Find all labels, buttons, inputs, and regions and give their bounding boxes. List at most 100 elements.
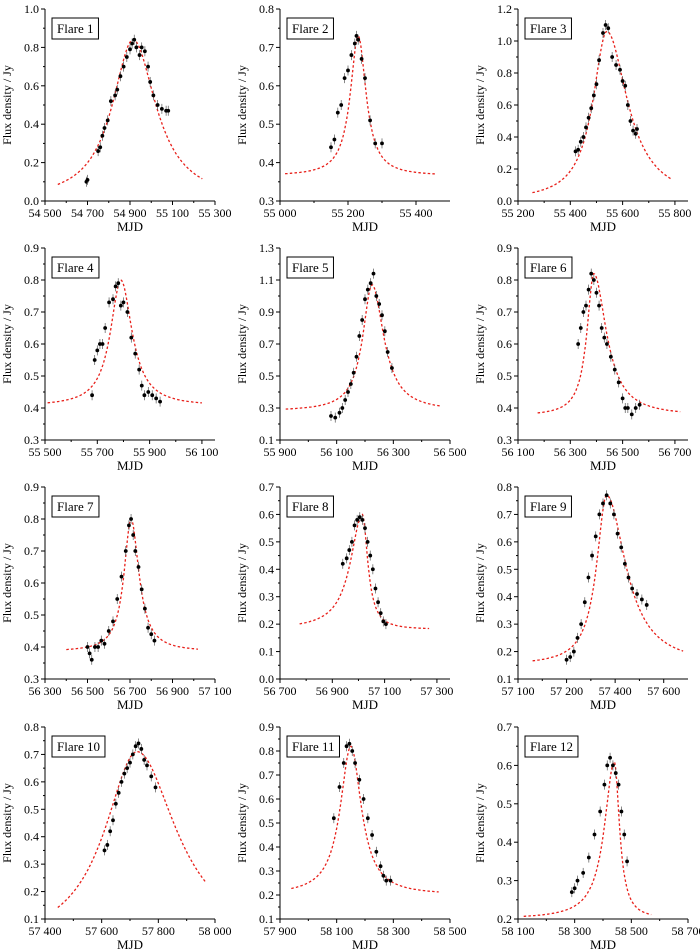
flare-label: Flare 9 bbox=[530, 499, 566, 514]
data-point bbox=[373, 586, 378, 591]
data-point bbox=[380, 141, 384, 146]
fit-curve bbox=[285, 35, 437, 175]
data-point bbox=[368, 281, 373, 286]
y-tick-label: 0.7 bbox=[24, 544, 39, 558]
y-axis-title: Flux density / Jy bbox=[235, 543, 249, 623]
y-tick-label: 0.1 bbox=[24, 912, 39, 926]
y-tick-label: 0.2 bbox=[497, 912, 512, 926]
y-tick-label: 0.4 bbox=[24, 117, 39, 131]
x-tick-label: 58 700 bbox=[672, 924, 700, 938]
y-tick-label: 1.1 bbox=[259, 273, 274, 287]
data-point bbox=[620, 79, 625, 83]
data-point bbox=[629, 412, 634, 417]
data-point bbox=[98, 145, 103, 150]
data-point bbox=[633, 131, 638, 136]
data-point bbox=[100, 342, 105, 346]
y-tick-label: 0.7 bbox=[24, 305, 39, 319]
y-tick-label: 0.4 bbox=[259, 562, 274, 576]
flare-label-box bbox=[286, 17, 334, 40]
data-point bbox=[575, 878, 580, 883]
data-point bbox=[597, 303, 601, 308]
data-point bbox=[572, 886, 577, 891]
data-point bbox=[576, 342, 581, 346]
flare-label: Flare 10 bbox=[57, 739, 100, 754]
data-point bbox=[594, 290, 599, 295]
data-point bbox=[365, 287, 370, 292]
data-point bbox=[611, 763, 615, 768]
data-point bbox=[113, 801, 118, 806]
flare-label-box bbox=[51, 735, 106, 758]
y-axis-title: Flux density / Jy bbox=[473, 783, 487, 863]
y-tick-label: 0.3 bbox=[259, 194, 274, 208]
data-point bbox=[131, 533, 136, 537]
data-point bbox=[89, 657, 94, 662]
y-tick-label: 0.5 bbox=[259, 369, 274, 383]
y-tick-label: 0.8 bbox=[24, 40, 39, 54]
data-point bbox=[591, 93, 596, 98]
fit-curve bbox=[537, 272, 681, 414]
y-tick-label: 0.9 bbox=[24, 241, 39, 255]
data-point bbox=[569, 890, 574, 895]
data-point bbox=[346, 390, 350, 394]
y-tick-label: 0.2 bbox=[24, 885, 39, 899]
y-tick-label: 0.6 bbox=[24, 576, 39, 590]
data-point bbox=[349, 53, 354, 57]
x-axis-title: MJD bbox=[590, 219, 616, 234]
data-point bbox=[370, 567, 375, 572]
y-tick-label: 0.4 bbox=[497, 401, 512, 415]
x-tick-label: 57 600 bbox=[647, 684, 680, 698]
data-point bbox=[564, 657, 569, 662]
data-point bbox=[123, 549, 128, 553]
data-point bbox=[623, 83, 628, 88]
y-tick-label: 0.7 bbox=[259, 40, 274, 54]
flare-label-box bbox=[286, 256, 334, 279]
data-point bbox=[604, 493, 609, 498]
data-point bbox=[142, 606, 147, 611]
x-tick-label: 57 400 bbox=[599, 684, 632, 698]
data-point bbox=[90, 393, 94, 398]
data-point bbox=[343, 398, 348, 402]
y-tick-label: 0.4 bbox=[497, 835, 512, 849]
data-point bbox=[96, 149, 101, 153]
data-point bbox=[605, 763, 610, 768]
flare-panel-3: Flare 3 0.0 0.2 0.4 0.6 0.8 1.0 1.2 55 200 55 400… bbox=[473, 2, 691, 234]
x-tick-label: 55 900 bbox=[264, 445, 297, 459]
data-point bbox=[589, 106, 594, 111]
y-axis-title: Flux density / Jy bbox=[0, 783, 14, 863]
y-tick-label: 0.3 bbox=[497, 433, 512, 447]
data-point bbox=[384, 878, 389, 883]
y-axis-title: Flux density / Jy bbox=[0, 65, 14, 145]
y-tick-label: 0.3 bbox=[259, 864, 274, 878]
y-tick-label: 0.5 bbox=[24, 608, 39, 622]
data-point bbox=[586, 855, 591, 860]
data-point bbox=[589, 271, 594, 276]
data-point bbox=[130, 41, 135, 46]
data-point bbox=[644, 603, 649, 607]
data-point bbox=[347, 548, 352, 552]
data-point bbox=[628, 119, 633, 123]
flare-panel-8: Flare 8 0.0 0.1 0.2 0.3 0.4 0.5 0.6 0.7 56 700 56 … bbox=[235, 480, 453, 712]
data-point bbox=[610, 55, 615, 59]
x-tick-label: 56 900 bbox=[156, 684, 189, 698]
x-tick-label: 55 000 bbox=[264, 206, 297, 220]
y-tick-label: 0.7 bbox=[259, 768, 274, 782]
data-point bbox=[578, 326, 583, 330]
flare-panel-9: Flare 9 0.1 0.2 0.3 0.4 0.5 0.6 0.7 0.8 57 100 57 … bbox=[473, 480, 688, 712]
y-tick-label: 0.7 bbox=[259, 337, 274, 351]
y-tick-label: 0.8 bbox=[24, 273, 39, 287]
x-axis-title: MJD bbox=[590, 937, 616, 949]
flare-label-box bbox=[51, 495, 100, 518]
data-point bbox=[95, 348, 100, 353]
data-point bbox=[579, 622, 584, 627]
data-point bbox=[166, 108, 171, 113]
data-point bbox=[100, 133, 105, 138]
data-point bbox=[152, 638, 157, 643]
y-tick-label: 0.4 bbox=[24, 830, 39, 844]
data-point bbox=[614, 63, 618, 67]
x-tick-label: 56 300 bbox=[29, 684, 62, 698]
x-tick-label: 56 100 bbox=[502, 445, 535, 459]
flare-panel-10: Flare 10 0.1 0.2 0.3 0.4 0.5 0.6 0.7 0.8 57 400 57… bbox=[0, 720, 232, 949]
y-tick-label: 0.3 bbox=[24, 672, 39, 686]
data-point bbox=[578, 139, 583, 144]
data-point bbox=[584, 125, 588, 130]
